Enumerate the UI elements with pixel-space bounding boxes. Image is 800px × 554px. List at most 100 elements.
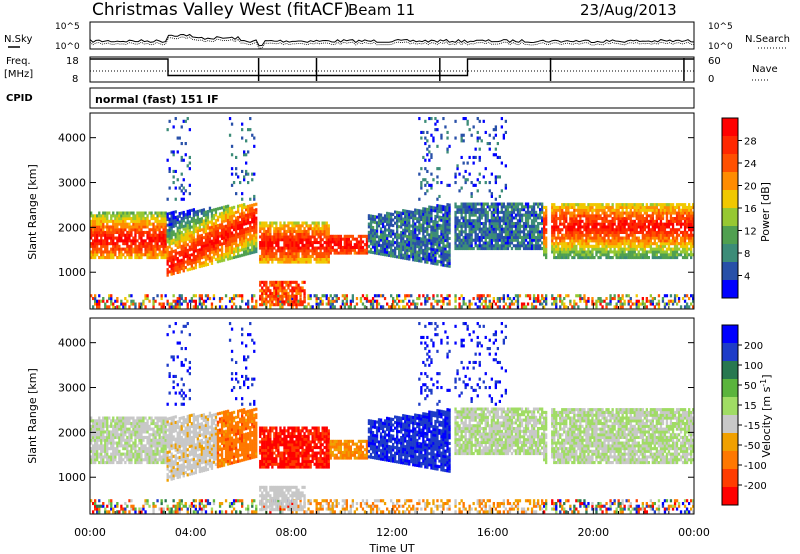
power-cell bbox=[478, 238, 481, 242]
power-cell bbox=[482, 305, 485, 309]
power-cell bbox=[160, 250, 163, 254]
power-cell bbox=[214, 244, 218, 248]
power-cell bbox=[631, 233, 634, 237]
power-cell bbox=[194, 249, 198, 253]
power-cell bbox=[297, 291, 300, 295]
power-cell bbox=[589, 217, 592, 221]
power-cell bbox=[577, 205, 580, 209]
power-cell bbox=[430, 302, 433, 306]
power-cell bbox=[492, 205, 496, 209]
power-cell bbox=[166, 223, 169, 227]
power-cell bbox=[188, 161, 192, 165]
power-cell bbox=[528, 297, 532, 301]
power-cell bbox=[579, 256, 582, 260]
power-cell bbox=[261, 246, 264, 250]
power-cell bbox=[537, 202, 540, 206]
power-cell bbox=[212, 216, 216, 220]
power-cell bbox=[609, 299, 612, 303]
power-cell bbox=[492, 216, 496, 220]
power-cell bbox=[478, 147, 481, 151]
power-cell bbox=[474, 238, 477, 242]
power-cell bbox=[404, 297, 407, 301]
power-cell bbox=[176, 251, 179, 255]
power-cell bbox=[408, 232, 411, 236]
power-cell bbox=[496, 222, 500, 226]
power-cell bbox=[239, 237, 242, 241]
power-cell bbox=[392, 237, 395, 241]
power-cell bbox=[480, 205, 483, 209]
power-cell bbox=[283, 221, 286, 225]
power-cell bbox=[406, 237, 409, 241]
power-cell bbox=[577, 214, 580, 218]
power-cell bbox=[156, 244, 159, 248]
power-cell bbox=[166, 229, 169, 233]
power-cell bbox=[194, 294, 198, 298]
power-cell bbox=[543, 299, 546, 303]
power-cell bbox=[545, 297, 548, 301]
power-cell bbox=[418, 212, 421, 216]
power-cell bbox=[259, 303, 262, 307]
power-cell bbox=[534, 210, 538, 214]
power-cell bbox=[609, 294, 612, 298]
power-cell bbox=[543, 253, 546, 257]
power-cell bbox=[325, 238, 328, 242]
power-cell bbox=[392, 249, 395, 253]
power-cell bbox=[194, 218, 198, 222]
power-cell bbox=[94, 247, 97, 251]
power-cell bbox=[444, 125, 447, 129]
power-cell bbox=[629, 225, 632, 229]
power-cell bbox=[619, 217, 622, 221]
power-cell bbox=[569, 236, 572, 240]
power-cell bbox=[603, 208, 606, 212]
power-cell bbox=[512, 216, 516, 220]
power-cell bbox=[152, 244, 155, 248]
power-cell bbox=[440, 241, 443, 245]
power-cell bbox=[375, 223, 379, 227]
power-cell bbox=[269, 235, 272, 239]
power-cell bbox=[293, 286, 296, 290]
power-cell bbox=[170, 302, 173, 306]
power-cell bbox=[329, 302, 332, 306]
power-cell bbox=[142, 239, 145, 243]
power-cell bbox=[434, 214, 437, 218]
power-cell bbox=[571, 228, 574, 232]
power-cell bbox=[126, 253, 129, 257]
power-cell bbox=[166, 302, 169, 306]
power-cell bbox=[400, 239, 403, 243]
power-cell bbox=[293, 252, 296, 256]
power-cell bbox=[303, 300, 306, 304]
power-cell bbox=[375, 251, 379, 255]
power-cell bbox=[545, 250, 548, 254]
power-cell bbox=[202, 264, 206, 268]
power-cell bbox=[534, 216, 538, 220]
power-cell bbox=[241, 217, 244, 221]
power-cell bbox=[311, 243, 314, 247]
power-cell bbox=[106, 244, 109, 248]
power-cell bbox=[617, 253, 620, 257]
power-cell bbox=[454, 305, 457, 309]
power-cell bbox=[537, 297, 540, 301]
power-cell bbox=[400, 250, 403, 254]
power-cell bbox=[186, 237, 189, 241]
power-cell bbox=[307, 254, 310, 258]
power-cell bbox=[325, 297, 328, 301]
power-cell bbox=[120, 299, 123, 303]
power-cell bbox=[140, 233, 143, 237]
power-cell bbox=[428, 222, 431, 226]
power-cell bbox=[182, 255, 185, 259]
power-cell bbox=[484, 302, 487, 306]
power-cell bbox=[468, 213, 471, 217]
power-cell bbox=[444, 230, 447, 234]
power-cell bbox=[504, 241, 508, 245]
power-cell bbox=[412, 249, 415, 253]
power-cell bbox=[381, 244, 385, 248]
power-cell bbox=[90, 214, 93, 218]
power-cell bbox=[603, 233, 606, 237]
power-cell bbox=[247, 229, 250, 233]
power-cell bbox=[408, 229, 411, 233]
power-cell bbox=[375, 232, 379, 236]
power-cell bbox=[232, 239, 236, 243]
power-cell bbox=[251, 294, 254, 298]
power-cell bbox=[520, 241, 524, 245]
